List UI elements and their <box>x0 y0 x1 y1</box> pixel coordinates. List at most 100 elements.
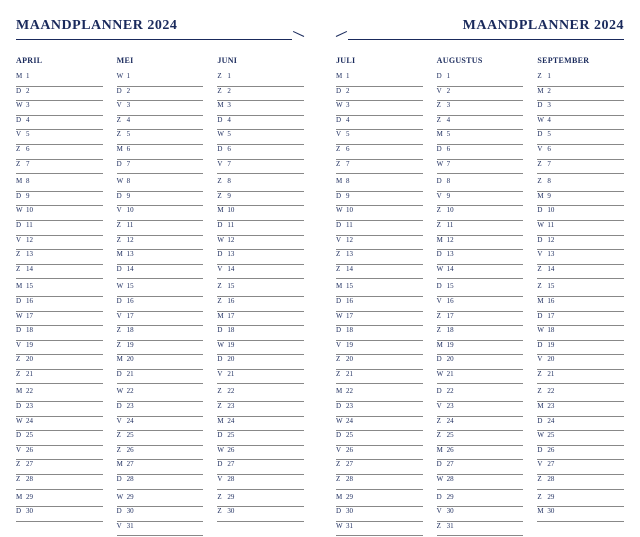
day-letter: Z <box>16 355 26 363</box>
day-row: Z1 <box>217 72 304 87</box>
day-row: W19 <box>217 341 304 356</box>
day-row: D11 <box>217 221 304 236</box>
day-number: 27 <box>227 460 241 468</box>
day-number: 18 <box>127 326 141 334</box>
day-number: 16 <box>346 297 360 305</box>
day-letter: W <box>437 475 447 483</box>
day-letter: V <box>16 446 26 454</box>
day-letter: Z <box>537 72 547 80</box>
day-row: D24 <box>537 417 624 432</box>
day-row: V23 <box>437 402 524 417</box>
day-row: V3 <box>117 101 204 116</box>
day-row: Z1 <box>537 72 624 87</box>
day-letter: M <box>16 387 26 395</box>
day-row: D28 <box>117 475 204 490</box>
day-letter: V <box>117 312 127 320</box>
day-number: 16 <box>26 297 40 305</box>
day-row: D26 <box>537 446 624 461</box>
day-row: D30 <box>117 507 204 522</box>
day-number: 5 <box>26 130 40 138</box>
day-number: 4 <box>227 116 241 124</box>
day-number: 17 <box>447 312 461 320</box>
day-letter: W <box>336 417 346 425</box>
day-number: 5 <box>547 130 561 138</box>
day-number: 8 <box>447 177 461 185</box>
day-letter: Z <box>336 250 346 258</box>
day-letter: D <box>336 192 346 200</box>
day-row: Z19 <box>117 341 204 356</box>
day-row: D29 <box>437 493 524 508</box>
day-row: W3 <box>16 101 103 116</box>
day-row: D18 <box>217 326 304 341</box>
day-row: W24 <box>336 417 423 432</box>
day-letter: Z <box>217 507 227 515</box>
day-row: Z22 <box>537 387 624 402</box>
day-row: M24 <box>217 417 304 432</box>
day-letter: V <box>437 297 447 305</box>
day-letter: Z <box>437 116 447 124</box>
day-row: V6 <box>537 145 624 160</box>
day-letter: D <box>117 402 127 410</box>
day-number: 25 <box>547 431 561 439</box>
day-letter: Z <box>217 282 227 290</box>
day-number: 10 <box>127 206 141 214</box>
day-number: 28 <box>547 475 561 483</box>
day-number: 19 <box>227 341 241 349</box>
day-number: 13 <box>447 250 461 258</box>
day-letter: D <box>117 87 127 95</box>
day-number: 9 <box>447 192 461 200</box>
day-letter: W <box>336 206 346 214</box>
day-row: D15 <box>437 282 524 297</box>
day-number: 20 <box>26 355 40 363</box>
day-number: 9 <box>547 192 561 200</box>
day-number: 28 <box>447 475 461 483</box>
day-letter: W <box>117 493 127 501</box>
day-letter: V <box>217 160 227 168</box>
day-number: 6 <box>127 145 141 153</box>
day-number: 19 <box>547 341 561 349</box>
day-number: 12 <box>447 236 461 244</box>
day-number: 15 <box>127 282 141 290</box>
day-row: D17 <box>537 312 624 327</box>
day-letter: W <box>336 101 346 109</box>
day-row: V10 <box>117 206 204 221</box>
day-number: 12 <box>26 236 40 244</box>
day-letter: M <box>16 282 26 290</box>
day-number: 20 <box>127 355 141 363</box>
day-number: 26 <box>227 446 241 454</box>
day-letter: D <box>437 493 447 501</box>
day-number: 22 <box>127 387 141 395</box>
day-number: 22 <box>346 387 360 395</box>
month-column: AUGUSTUSD1V2Z3Z4M5D6W7D8V9Z10Z11M12D13W1… <box>437 56 524 536</box>
day-letter: D <box>16 326 26 334</box>
day-letter: D <box>537 101 547 109</box>
day-number: 18 <box>447 326 461 334</box>
day-letter: D <box>217 145 227 153</box>
month-columns-right: JULIM1D2W3D4V5Z6Z7M8D9W10D11V12Z13Z14M15… <box>336 56 624 536</box>
day-row: M27 <box>117 460 204 475</box>
day-number: 2 <box>346 87 360 95</box>
header-rule <box>336 36 624 46</box>
day-letter: D <box>16 116 26 124</box>
day-number: 26 <box>447 446 461 454</box>
day-letter: Z <box>437 221 447 229</box>
day-number: 29 <box>547 493 561 501</box>
day-letter: Z <box>117 341 127 349</box>
day-number: 13 <box>547 250 561 258</box>
day-letter: D <box>16 402 26 410</box>
day-row: Z13 <box>336 250 423 265</box>
day-letter: Z <box>16 370 26 378</box>
day-number: 13 <box>346 250 360 258</box>
day-letter: D <box>437 250 447 258</box>
day-number: 1 <box>547 72 561 80</box>
day-row: M9 <box>537 192 624 207</box>
day-number: 27 <box>547 460 561 468</box>
day-row: Z4 <box>117 116 204 131</box>
day-row: D9 <box>336 192 423 207</box>
day-row: W28 <box>437 475 524 490</box>
day-row: D3 <box>537 101 624 116</box>
month-name: APRIL <box>16 56 103 65</box>
day-letter: D <box>336 431 346 439</box>
day-row: M22 <box>336 387 423 402</box>
day-number: 18 <box>547 326 561 334</box>
